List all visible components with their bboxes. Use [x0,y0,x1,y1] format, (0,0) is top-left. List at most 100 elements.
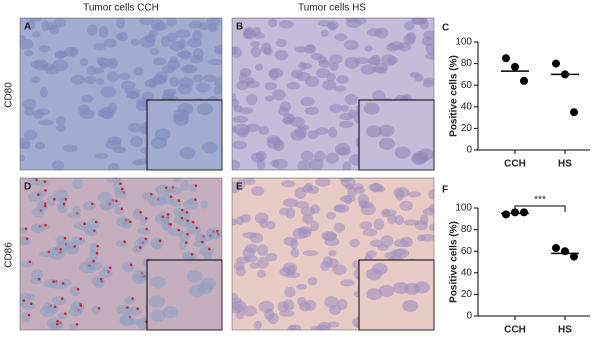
cell [23,50,34,57]
cell [181,64,198,74]
cell [315,127,329,135]
stain [75,322,79,326]
stain [131,297,134,300]
data-point [552,59,560,68]
cell [388,41,405,51]
cell [69,286,81,297]
cell [271,89,286,101]
cell [290,247,300,258]
x-tick-label: CCH [504,159,526,170]
cell [315,68,331,79]
cell [80,95,94,103]
cell [64,47,78,57]
cell [207,25,218,33]
cell [176,51,192,58]
cell [72,205,81,216]
stain [158,239,162,243]
stain [184,241,188,244]
cell [249,232,264,244]
stain [186,233,189,236]
stain [144,217,148,220]
cell [419,214,429,225]
cell [137,227,151,235]
y-tick-label: 60 [461,246,473,257]
inset-cell [196,103,213,116]
stain [161,215,165,219]
stain [201,240,204,244]
micrograph: B [231,17,435,171]
cell [393,239,409,248]
cell [235,216,245,225]
cell [310,204,321,214]
inset-cell [393,281,410,294]
cell [265,252,278,262]
cell [97,191,113,204]
cell [188,20,203,29]
stain [95,251,99,255]
cell [170,198,182,208]
cell [39,250,53,257]
cell [167,59,181,70]
cell [93,42,107,51]
cell [20,38,34,50]
y-tick-label: 80 [461,58,473,69]
cell [107,163,120,170]
cell [195,82,211,93]
cell [304,300,317,311]
cell [303,44,317,54]
inset-cell [151,136,168,149]
cell [206,227,222,240]
cell [156,195,167,207]
cell [48,321,60,330]
cell [30,60,44,69]
cell [52,246,63,257]
cell [342,161,352,170]
cell [144,79,157,88]
cell [172,178,182,183]
cell [20,236,31,246]
cell [282,198,299,208]
cell [245,80,260,88]
micrograph-frame [19,177,223,331]
cell [122,261,134,273]
panel-label: B [236,22,243,33]
cell [407,191,422,198]
stain [120,207,124,211]
cell [349,238,360,248]
cell [79,57,89,67]
cell [422,80,434,88]
cell [55,116,66,125]
cell [274,50,289,61]
cell [116,18,126,29]
significance-bracket [514,205,566,212]
stain [128,220,132,224]
cell [132,159,143,166]
cell [297,160,312,170]
x-tick-label: HS [558,325,572,336]
y-axis-label: Positive cells (%) [449,221,460,303]
cell [250,40,260,48]
cell [290,69,304,79]
row-label: CD80 [4,82,15,108]
cell [130,39,141,46]
cell [380,235,394,248]
cell [300,97,315,107]
stain [22,299,26,302]
cell [265,95,274,102]
cell [244,243,259,253]
cell [20,292,32,302]
cell [300,150,314,162]
panel-label: E [236,182,243,193]
cell [93,67,105,75]
cell [394,214,404,226]
stain [43,180,47,183]
cell [373,218,385,231]
cell [99,62,108,69]
cell [323,231,337,242]
cell [290,129,306,141]
cell [329,103,343,113]
cell [298,61,307,71]
cell [169,76,180,87]
cell [35,223,50,231]
cell [98,26,109,38]
